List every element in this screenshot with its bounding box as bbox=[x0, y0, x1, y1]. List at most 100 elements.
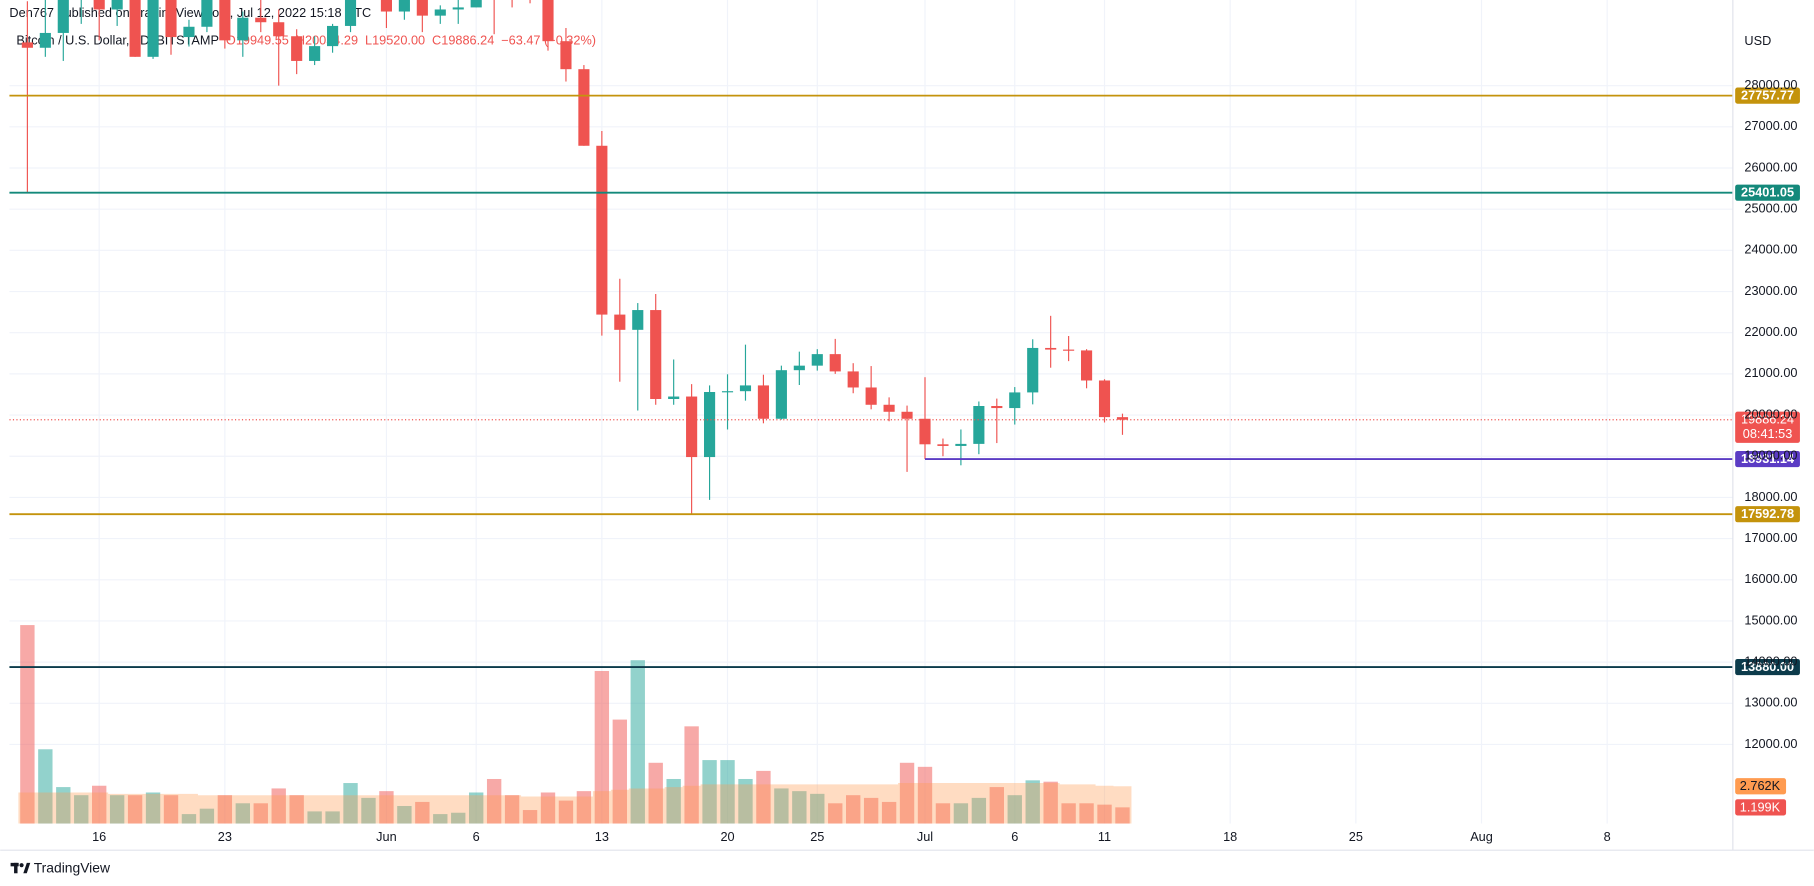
volume-bar bbox=[20, 625, 35, 824]
candle-body bbox=[596, 145, 608, 315]
volume-bar bbox=[451, 812, 466, 824]
volume-bar bbox=[702, 760, 717, 824]
candle-body bbox=[21, 42, 33, 48]
ohlc-close: C19886.24 bbox=[432, 33, 494, 48]
ohlc-low: L19520.00 bbox=[365, 33, 425, 48]
candle-body bbox=[793, 365, 805, 371]
candle-body bbox=[93, 0, 105, 10]
volume-bar bbox=[253, 803, 268, 824]
volume-bar bbox=[271, 788, 286, 824]
y-tick-label: 16000.00 bbox=[1744, 571, 1797, 586]
y-tick-label: 17000.00 bbox=[1744, 530, 1797, 545]
level-label-bg bbox=[1735, 506, 1800, 523]
candle-body bbox=[865, 387, 877, 405]
symbol-legend: Bitcoin / U.S. Dollar, 1D, BITSTAMP O1994… bbox=[16, 33, 596, 48]
volume-bar bbox=[630, 660, 645, 824]
volume-ma-area bbox=[18, 783, 1132, 824]
y-tick-label: 27000.00 bbox=[1744, 118, 1797, 133]
axes: 12000.00 13000.00 14000.00 15000.00 16000.00… bbox=[92, 77, 1797, 844]
volume-bar bbox=[1115, 807, 1130, 824]
volume-bar bbox=[666, 778, 681, 824]
candle-body bbox=[650, 310, 662, 400]
x-tick-label: 16 bbox=[92, 829, 106, 844]
volume-bar bbox=[397, 805, 412, 824]
last-price-label: 19886.24 bbox=[1741, 412, 1794, 427]
candle-body bbox=[721, 391, 734, 393]
candle-body bbox=[686, 396, 698, 458]
candle-body bbox=[973, 406, 985, 444]
candle-body bbox=[614, 314, 626, 330]
x-tick-label: 20 bbox=[720, 829, 734, 844]
volume-bar bbox=[558, 800, 574, 824]
level-label: 18931.14 bbox=[1741, 451, 1794, 466]
volume-bar bbox=[738, 778, 753, 824]
candle-body bbox=[327, 25, 339, 47]
volume-bar bbox=[540, 792, 556, 824]
candles bbox=[21, 0, 1129, 515]
last-price-bg bbox=[1735, 411, 1800, 443]
candle-body bbox=[668, 396, 680, 400]
volume-bar bbox=[469, 792, 484, 824]
volume-bar bbox=[92, 785, 107, 824]
volume-bar bbox=[774, 788, 789, 824]
y-tick-label: 15000.00 bbox=[1744, 612, 1797, 627]
brand: TradingView bbox=[34, 859, 111, 875]
volume-bar bbox=[235, 803, 250, 824]
volume-ma-label-bg bbox=[1735, 778, 1787, 795]
x-tick-label: 23 bbox=[218, 829, 232, 844]
volume-label-bg bbox=[1735, 799, 1787, 816]
x-tick-label: 25 bbox=[810, 829, 824, 844]
candle-body bbox=[542, 0, 554, 42]
candle-body bbox=[1063, 349, 1075, 351]
y-tick-label: 18000.00 bbox=[1744, 489, 1797, 504]
candle-body bbox=[111, 0, 123, 10]
candle-body bbox=[201, 0, 213, 27]
level-label: 25401.05 bbox=[1741, 185, 1794, 200]
candle-body bbox=[1081, 350, 1093, 381]
x-tick-label: 25 bbox=[1349, 829, 1363, 844]
candle-body bbox=[901, 411, 913, 419]
candle-body bbox=[470, 0, 482, 8]
y-tick-label: 23000.00 bbox=[1744, 283, 1797, 298]
y-tick-label: 20000.00 bbox=[1744, 406, 1797, 421]
volume-bar bbox=[720, 760, 735, 824]
candle-body bbox=[129, 0, 141, 57]
volume-bar bbox=[1025, 780, 1040, 824]
level-label: 27757.77 bbox=[1741, 88, 1794, 103]
logo-part bbox=[14, 862, 18, 874]
candle-body bbox=[344, 0, 357, 26]
volume-bar bbox=[1061, 803, 1076, 824]
candle-body bbox=[739, 385, 752, 392]
volume-bar bbox=[522, 810, 538, 824]
x-tick-label: Aug bbox=[1470, 829, 1493, 844]
currency: USD bbox=[1744, 33, 1771, 48]
volume-ma-label: 2.762K bbox=[1740, 778, 1781, 793]
y-tick-label: 26000.00 bbox=[1744, 159, 1797, 174]
x-tick-label: Jun bbox=[376, 829, 397, 844]
y-tick-label: 19000.00 bbox=[1744, 448, 1797, 463]
x-tick-label: 18 bbox=[1223, 829, 1237, 844]
y-tick-label: 14000.00 bbox=[1744, 653, 1797, 668]
candle-body bbox=[955, 443, 967, 446]
volume-bar bbox=[504, 795, 520, 824]
candle-body bbox=[57, 0, 69, 33]
level-label-bg bbox=[1735, 184, 1800, 201]
candle-body bbox=[434, 9, 446, 16]
ohlc-high: H20034.29 bbox=[296, 33, 358, 48]
candle-body bbox=[147, 0, 159, 57]
volume-bar bbox=[684, 726, 699, 824]
volume-bar bbox=[612, 719, 627, 824]
volume-bar bbox=[163, 795, 179, 824]
candle-body bbox=[39, 32, 51, 48]
volume-bar bbox=[863, 797, 879, 824]
level-label-bg bbox=[1735, 87, 1800, 104]
volume-bar bbox=[1007, 795, 1022, 824]
candle-body bbox=[560, 41, 572, 70]
volume-bar bbox=[1079, 803, 1094, 824]
volume-bar bbox=[433, 814, 448, 824]
candle-body bbox=[1009, 392, 1021, 409]
volume-bar bbox=[199, 808, 215, 824]
volume-bar bbox=[109, 795, 125, 824]
x-tick-label: 6 bbox=[1011, 829, 1018, 844]
x-tick-label: 13 bbox=[595, 829, 609, 844]
